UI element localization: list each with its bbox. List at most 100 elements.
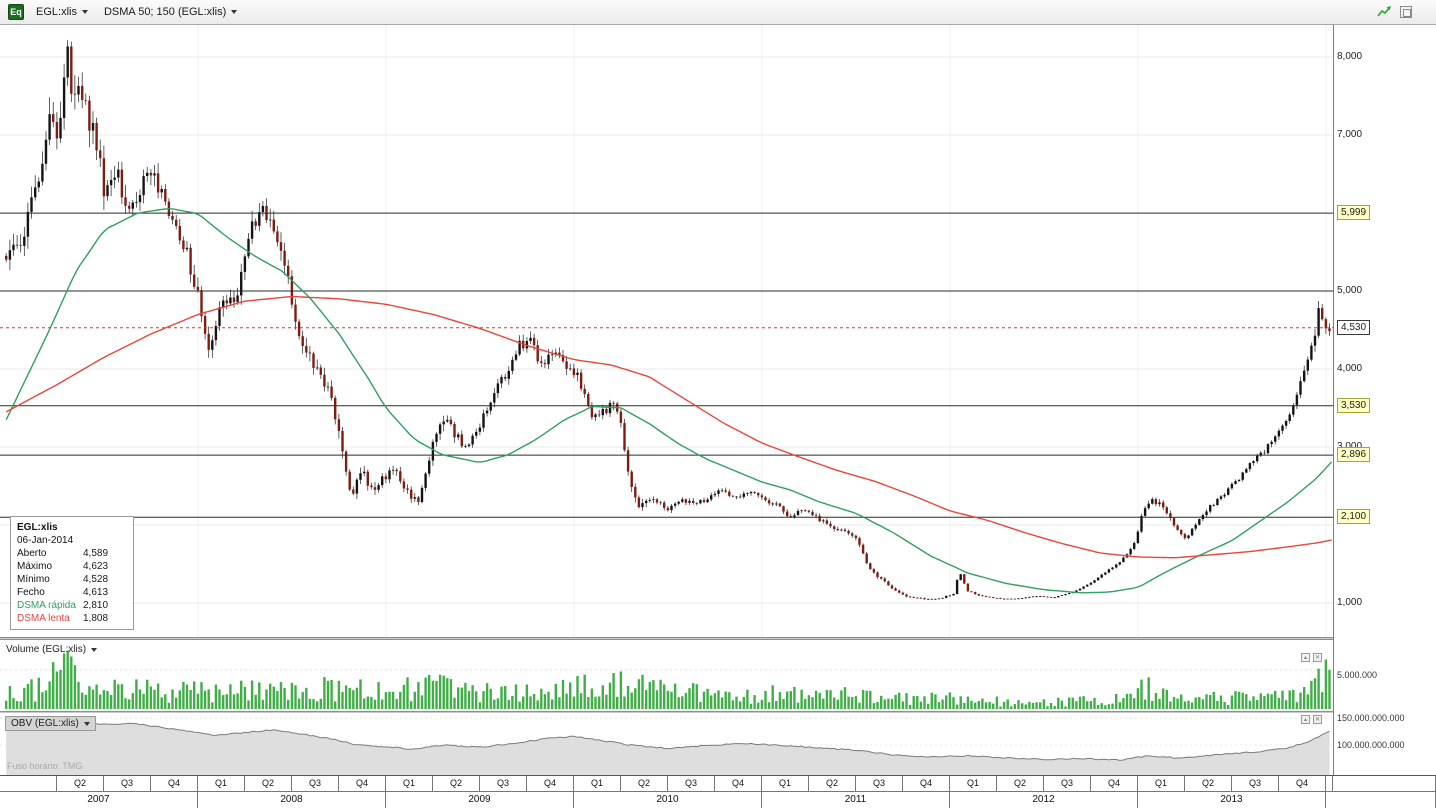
obv-line: [6, 717, 1330, 761]
quarter-row: Q2 Q3 Q4 Q1 Q2 Q3 Q4 Q1 Q2 Q3 Q4 Q1 Q2 Q3 Q4 Q1 Q2 Q3 Q4 Q1…: [0, 776, 1436, 792]
equity-icon: Eq: [8, 4, 24, 20]
year-cell-2007: 2007: [0, 792, 198, 808]
quarter-cell-Q1: Q1: [386, 776, 433, 791]
year-cell-2011: 2011: [762, 792, 950, 808]
volume-indicator-selector[interactable]: Volume (EGL:xlis): [6, 644, 98, 655]
price-chart-svg[interactable]: [0, 25, 1333, 637]
year-cell-2012: 2012: [950, 792, 1138, 808]
info-row-value: 4,623: [83, 561, 109, 572]
quarter-cell-Q1: Q1: [1138, 776, 1185, 791]
year-axis-corner: [1333, 792, 1436, 808]
ma-fast-line: [5, 208, 1333, 594]
candlesticks: [5, 40, 1331, 600]
chevron-down-icon: [83, 721, 90, 726]
obv-axis-label: 100.000.000.000: [1337, 740, 1405, 750]
quarter-cell-Q4: Q4: [527, 776, 574, 791]
quarter-cell-Q4: Q4: [1279, 776, 1326, 791]
info-row: Aberto 4,589: [17, 547, 127, 560]
obv-chart-svg[interactable]: [0, 713, 1333, 775]
info-row-label: DSMA rápida: [17, 600, 76, 611]
panel-options-icon[interactable]: ▴: [1301, 715, 1310, 724]
panel-options-icon[interactable]: ▴: [1301, 653, 1310, 662]
price-axis-label-7000: 7,000: [1337, 129, 1363, 140]
ohlc-info-box: EGL:xlis 06-Jan-2014 Aberto 4,589 Máximo 4,…: [10, 516, 134, 630]
quarter-cell-Q3: Q3: [104, 776, 151, 791]
quarter-cell-Q4: Q4: [151, 776, 198, 791]
volume-axis-label: 5.000.000: [1337, 670, 1378, 680]
quarter-cell-Q2: Q2: [809, 776, 856, 791]
indicator-selector[interactable]: DSMA 50; 150 (EGL:xlis): [100, 4, 241, 20]
quarter-cell-Q1: Q1: [574, 776, 621, 791]
price-axis-label-4000: 4,000: [1337, 363, 1363, 374]
symbol-label: EGL:xlis: [36, 6, 77, 18]
chevron-down-icon: [91, 647, 98, 652]
chevron-down-icon: [81, 10, 88, 14]
info-row: Mínimo 4,528: [17, 573, 127, 586]
quarter-cell-Q3: Q3: [1232, 776, 1279, 791]
info-row-label: DSMA lenta: [17, 613, 70, 624]
quarter-cell-Q2: Q2: [245, 776, 292, 791]
panel-close-icon[interactable]: ✕: [1313, 653, 1322, 662]
quarter-cell-Q3: Q3: [1044, 776, 1091, 791]
quarter-cell-Q2: Q2: [57, 776, 104, 791]
info-row-label: Aberto: [17, 548, 47, 559]
info-row-value: 4,589: [83, 548, 109, 559]
year-cell-2008: 2008: [198, 792, 386, 808]
price-axis-label-8000: 8,000: [1337, 51, 1363, 62]
symbol-selector[interactable]: EGL:xlis: [32, 4, 92, 20]
quarter-cell-Q4: Q4: [903, 776, 950, 791]
quarter-cell-Q1: Q1: [198, 776, 245, 791]
quarter-cell-Q1: Q1: [950, 776, 997, 791]
quarter-cell-Q2: Q2: [997, 776, 1044, 791]
price-axis-label-4530[interactable]: 4,530: [1337, 320, 1371, 335]
quarter-cell-Q3: Q3: [292, 776, 339, 791]
chevron-down-icon: [231, 10, 238, 14]
price-axis-label-3530[interactable]: 3,530: [1337, 398, 1371, 413]
quarter-cell-partial: [0, 776, 57, 791]
volume-chart-svg[interactable]: [0, 640, 1333, 711]
year-row: 2007 2008 2009 2010 2011 2012 2013: [0, 792, 1436, 808]
price-axis-label-5999[interactable]: 5,999: [1337, 205, 1371, 220]
quarter-cell-Q3: Q3: [668, 776, 715, 791]
price-axis: 5.000.000 150.000.000.000 100.000.000.00…: [1333, 25, 1436, 775]
panel-splitter[interactable]: [0, 711, 1436, 713]
info-box-rows: Aberto 4,589 Máximo 4,623 Mínimo 4,528 Fecho 4,…: [17, 547, 127, 625]
obv-indicator-selector[interactable]: OBV (EGL:xlis): [5, 716, 96, 731]
quarter-cell-Q4: Q4: [1091, 776, 1138, 791]
info-row-value: 1,808: [83, 613, 109, 624]
price-axis-label-1000: 1,000: [1337, 597, 1363, 608]
quarter-cell-Q1: Q1: [762, 776, 809, 791]
horizontal-level-lines[interactable]: [0, 212, 1333, 518]
price-axis-label-2100[interactable]: 2,100: [1337, 509, 1371, 524]
info-row: DSMA rápida 2,810: [17, 599, 127, 612]
panel-restore-icon[interactable]: [1400, 6, 1412, 18]
price-axis-label-2896[interactable]: 2,896: [1337, 447, 1371, 462]
year-cell-2010: 2010: [574, 792, 762, 808]
info-box-symbol: EGL:xlis: [17, 522, 58, 533]
obv-panel-controls: ▴ ✕: [1301, 715, 1322, 724]
ma-slow-line: [5, 295, 1332, 559]
quarter-cell-Q3: Q3: [480, 776, 527, 791]
timezone-label: Fuso horário: TMG: [7, 761, 83, 771]
info-box-date: 06-Jan-2014: [17, 535, 74, 546]
panel-close-icon[interactable]: ✕: [1313, 715, 1322, 724]
obv-area: [6, 717, 1330, 775]
trend-tool-icon[interactable]: [1377, 5, 1393, 19]
quarter-cell-Q4: Q4: [715, 776, 762, 791]
toolbar: Eq EGL:xlis DSMA 50; 150 (EGL:xlis): [0, 0, 1436, 25]
info-row-value: 4,613: [83, 587, 109, 598]
quarter-axis-corner: [1333, 776, 1436, 791]
quarter-cell-Q2: Q2: [1185, 776, 1232, 791]
volume-panel-controls: ▴ ✕: [1301, 653, 1322, 662]
price-axis-label-3000: 3,000: [1337, 439, 1362, 452]
time-axis: Q2 Q3 Q4 Q1 Q2 Q3 Q4 Q1 Q2 Q3 Q4 Q1 Q2 Q3 Q4 Q1 Q2 Q3 Q4 Q1…: [0, 775, 1436, 808]
volume-panel-title: Volume (EGL:xlis): [6, 644, 87, 655]
quarter-cell-Q3: Q3: [856, 776, 903, 791]
price-axis-label-5000: 5,000: [1337, 285, 1363, 296]
indicator-label: DSMA 50; 150 (EGL:xlis): [103, 6, 227, 18]
obv-axis-label: 150.000.000.000: [1337, 713, 1405, 723]
quarter-cell-Q4: Q4: [339, 776, 386, 791]
info-row-value: 4,528: [83, 574, 109, 585]
panel-splitter[interactable]: [0, 637, 1436, 640]
volume-bars: [5, 650, 1331, 709]
